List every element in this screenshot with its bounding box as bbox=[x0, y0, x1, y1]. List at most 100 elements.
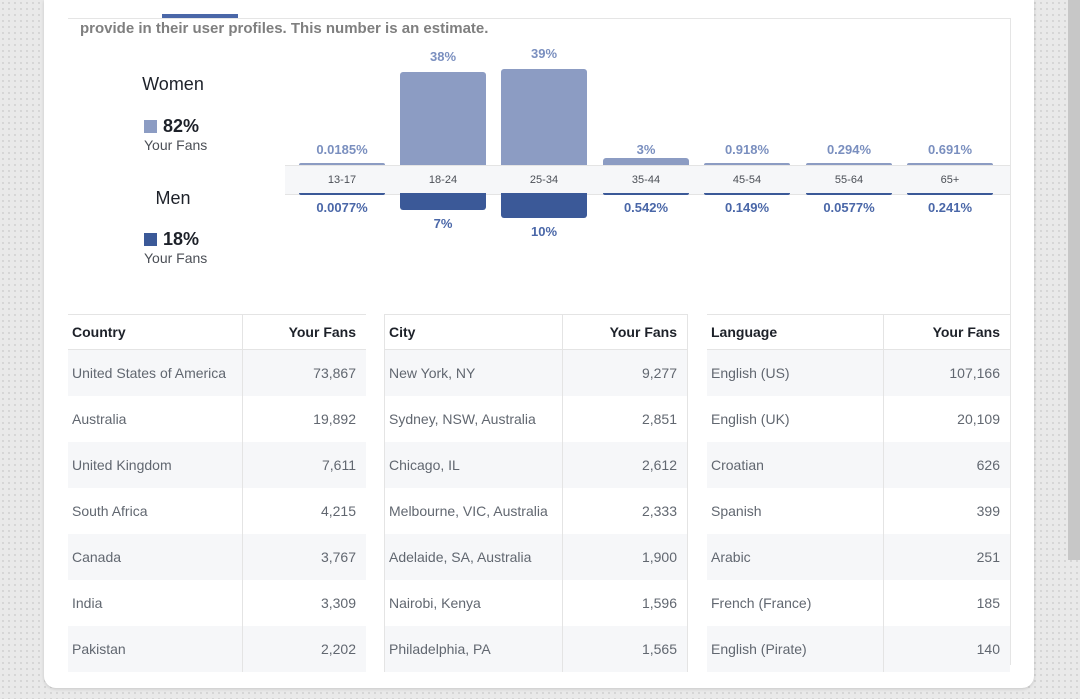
table-row: Arabic 251 bbox=[707, 534, 1010, 580]
women-bar[interactable] bbox=[299, 163, 385, 165]
men-legend: 18% Your Fans bbox=[144, 229, 207, 266]
table-row: Canada 3,767 bbox=[68, 534, 366, 580]
row-fans: 4,215 bbox=[320, 503, 356, 519]
table-row: Sydney, NSW, Australia 2,851 bbox=[384, 396, 688, 442]
table-row: Adelaide, SA, Australia 1,900 bbox=[384, 534, 688, 580]
active-tab-indicator bbox=[162, 14, 238, 18]
row-fans: 399 bbox=[976, 503, 1000, 519]
row-label: English (UK) bbox=[707, 396, 884, 442]
table-row: India 3,309 bbox=[68, 580, 366, 626]
row-label: Canada bbox=[68, 534, 243, 580]
intro-text: provide in their user profiles. This num… bbox=[80, 20, 489, 37]
row-fans: 1,565 bbox=[562, 626, 688, 672]
row-label: Chicago, IL bbox=[384, 442, 563, 488]
row-label: Spanish bbox=[707, 488, 884, 534]
table-row: South Africa 4,215 bbox=[68, 488, 366, 534]
age-label: 65+ bbox=[940, 174, 960, 186]
women-value-label: 38% bbox=[429, 48, 457, 64]
row-fans: 1,596 bbox=[562, 580, 688, 626]
row-fans: 9,277 bbox=[562, 349, 688, 396]
women-legend: 82% Your Fans bbox=[144, 116, 207, 153]
row-label: South Africa bbox=[68, 488, 243, 534]
women-value-label: 0.0185% bbox=[316, 142, 368, 157]
table-row: United States of America 73,867 bbox=[68, 349, 366, 396]
age-label: 35-44 bbox=[631, 174, 661, 186]
city-fans-header[interactable]: Your Fans bbox=[562, 314, 688, 350]
row-fans: 1,900 bbox=[562, 534, 688, 580]
women-value-label: 0.294% bbox=[826, 142, 872, 157]
row-label: French (France) bbox=[707, 580, 884, 626]
women-bar[interactable] bbox=[501, 69, 587, 165]
women-swatch bbox=[144, 120, 157, 133]
men-bar[interactable] bbox=[501, 193, 587, 218]
men-bar[interactable] bbox=[603, 193, 689, 195]
row-label: Australia bbox=[68, 396, 243, 442]
row-fans: 107,166 bbox=[883, 349, 1010, 396]
women-bar[interactable] bbox=[704, 162, 790, 165]
row-label: English (Pirate) bbox=[707, 626, 884, 672]
city-table: City Your Fans New York, NY 9,277 Sydney, … bbox=[384, 314, 688, 672]
women-sub: Your Fans bbox=[144, 137, 208, 153]
men-value-label: 0.241% bbox=[927, 200, 973, 215]
language-fans-header[interactable]: Your Fans bbox=[883, 314, 1010, 350]
table-row: Melbourne, VIC, Australia 2,333 bbox=[384, 488, 688, 534]
women-bar[interactable] bbox=[806, 163, 892, 165]
row-fans: 73,867 bbox=[242, 349, 366, 396]
row-fans: 251 bbox=[883, 534, 1010, 580]
row-label: India bbox=[68, 580, 243, 626]
men-bar[interactable] bbox=[907, 193, 993, 195]
women-value-label: 0.691% bbox=[927, 142, 973, 157]
row-fans: 2,333 bbox=[562, 488, 688, 534]
row-label: Melbourne, VIC, Australia bbox=[384, 488, 563, 534]
row-label: Sydney, NSW, Australia bbox=[384, 396, 563, 442]
women-label: Women bbox=[142, 74, 204, 94]
row-fans: 3,767 bbox=[242, 534, 366, 580]
row-label: Pakistan bbox=[68, 626, 243, 672]
men-bar[interactable] bbox=[299, 193, 385, 195]
women-value-label: 0.918% bbox=[724, 142, 770, 157]
row-label: English (US) bbox=[707, 349, 884, 396]
row-fans: 3,309 bbox=[320, 595, 356, 611]
men-label: Men bbox=[155, 188, 191, 208]
men-value-label: 0.0577% bbox=[823, 200, 875, 215]
table-row: French (France) 185 bbox=[707, 580, 1010, 626]
row-fans: 140 bbox=[883, 626, 1010, 672]
men-swatch bbox=[144, 233, 157, 246]
table-row: Australia 19,892 bbox=[68, 396, 366, 442]
row-label: Philadelphia, PA bbox=[384, 626, 563, 672]
row-fans: 7,611 bbox=[242, 442, 366, 488]
row-fans: 19,892 bbox=[313, 411, 356, 427]
row-label: United States of America bbox=[68, 349, 243, 396]
table-row: English (UK) 20,109 bbox=[707, 396, 1010, 442]
row-label: Croatian bbox=[707, 442, 884, 488]
language-header[interactable]: Language bbox=[707, 314, 884, 350]
age-label: 55-64 bbox=[834, 174, 864, 186]
women-bar[interactable] bbox=[907, 163, 993, 165]
women-value-label: 3% bbox=[636, 142, 656, 157]
men-value-label: 7% bbox=[433, 216, 453, 232]
age-label: 25-34 bbox=[529, 174, 559, 186]
table-row: Nairobi, Kenya 1,596 bbox=[384, 580, 688, 626]
table-row: United Kingdom 7,611 bbox=[68, 442, 366, 488]
table-row: New York, NY 9,277 bbox=[384, 349, 688, 396]
age-label: 13-17 bbox=[327, 174, 357, 186]
women-bar[interactable] bbox=[603, 157, 689, 165]
table-row: English (Pirate) 140 bbox=[707, 626, 1010, 672]
row-fans: 20,109 bbox=[957, 411, 1000, 427]
row-fans: 2,851 bbox=[562, 396, 688, 442]
city-header[interactable]: City bbox=[384, 314, 563, 350]
men-value-label: 10% bbox=[530, 223, 558, 239]
row-label: Adelaide, SA, Australia bbox=[384, 534, 563, 580]
men-bar[interactable] bbox=[400, 193, 486, 211]
women-bar[interactable] bbox=[400, 71, 486, 165]
country-header[interactable]: Country bbox=[68, 314, 243, 350]
country-fans-header[interactable]: Your Fans bbox=[242, 314, 366, 350]
men-bar[interactable] bbox=[704, 193, 790, 195]
table-row: Chicago, IL 2,612 bbox=[384, 442, 688, 488]
table-row: Pakistan 2,202 bbox=[68, 626, 366, 672]
men-bar[interactable] bbox=[806, 193, 892, 195]
table-row: Spanish 399 bbox=[707, 488, 1010, 534]
scrollbar[interactable] bbox=[1068, 0, 1080, 560]
men-percent: 18% bbox=[163, 229, 200, 249]
row-label: Arabic bbox=[707, 534, 884, 580]
